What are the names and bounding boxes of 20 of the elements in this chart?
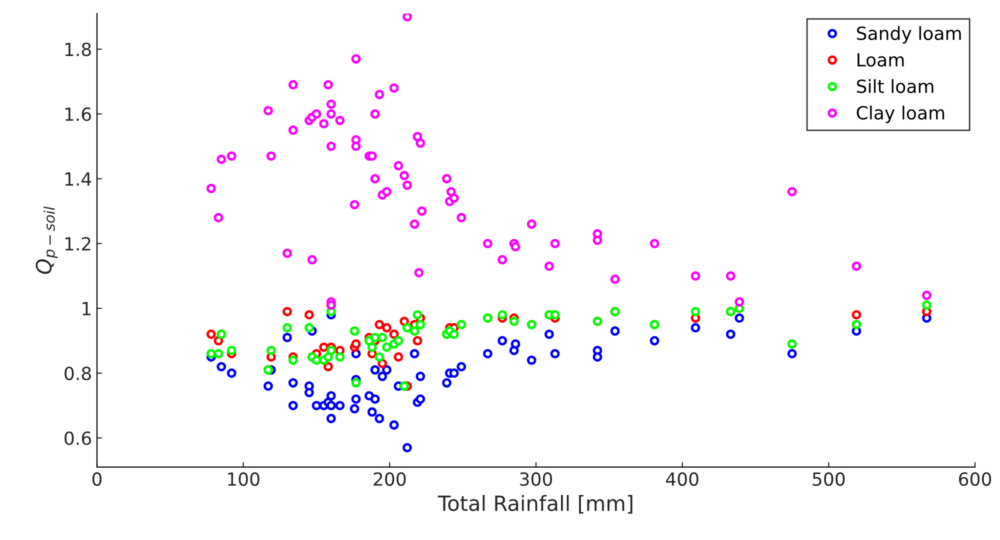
y-tick-label: 1: [82, 302, 90, 316]
y-tick-label: 0.8: [64, 366, 91, 380]
y-axis-title: Q$_{p−soil}$: [36, 206, 58, 274]
y-tick-label: 0.6: [64, 431, 92, 446]
y-tick-label: 1.6: [65, 107, 92, 122]
x-tick-label: 300: [520, 472, 552, 486]
y-tick-label: 1.8: [65, 42, 91, 56]
y-tick-label: 1.4: [65, 172, 92, 186]
legend-label: Loam: [858, 53, 904, 67]
x-tick-label: 0: [92, 472, 102, 486]
x-tick-label: 400: [666, 472, 698, 486]
x-tick-label: 500: [812, 472, 845, 486]
legend-label: Silt loam: [856, 79, 934, 94]
x-tick-label: 100: [228, 472, 260, 486]
x-axis-title: Total Rainfall [mm]: [438, 494, 632, 514]
y-tick-label: 1.2: [65, 237, 90, 250]
x-tick-label: 600: [959, 472, 992, 486]
x-tick-label: 200: [374, 472, 406, 486]
legend-label: Clay loam: [856, 106, 944, 124]
legend-label: Sandy loam: [856, 26, 961, 44]
